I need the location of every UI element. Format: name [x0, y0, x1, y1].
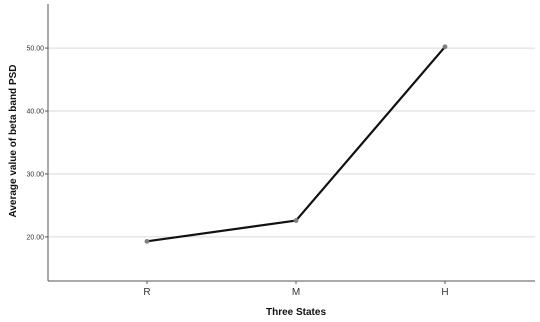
gridlines: [48, 47, 535, 238]
data-point-H: [442, 44, 448, 50]
x-tick-label-M: M: [292, 287, 300, 298]
data-point-M: [293, 218, 299, 223]
y-tick-label: 40.00: [26, 109, 44, 116]
y-tick-labels: 20.00 30.00 40.00 50.00: [26, 46, 48, 241]
x-tick-label-H: H: [441, 287, 448, 298]
x-tick-label-R: R: [143, 287, 150, 298]
y-axis-title: Average value of beta band PSD: [8, 64, 19, 217]
y-tick-label: 50.00: [26, 46, 44, 53]
data-point-R: [144, 238, 150, 244]
x-axis-title: Three States: [266, 307, 326, 318]
series-layer: [144, 44, 448, 244]
series-line: [146, 46, 446, 243]
y-tick-label: 30.00: [26, 171, 44, 178]
y-tick-label: 20.00: [26, 234, 44, 241]
